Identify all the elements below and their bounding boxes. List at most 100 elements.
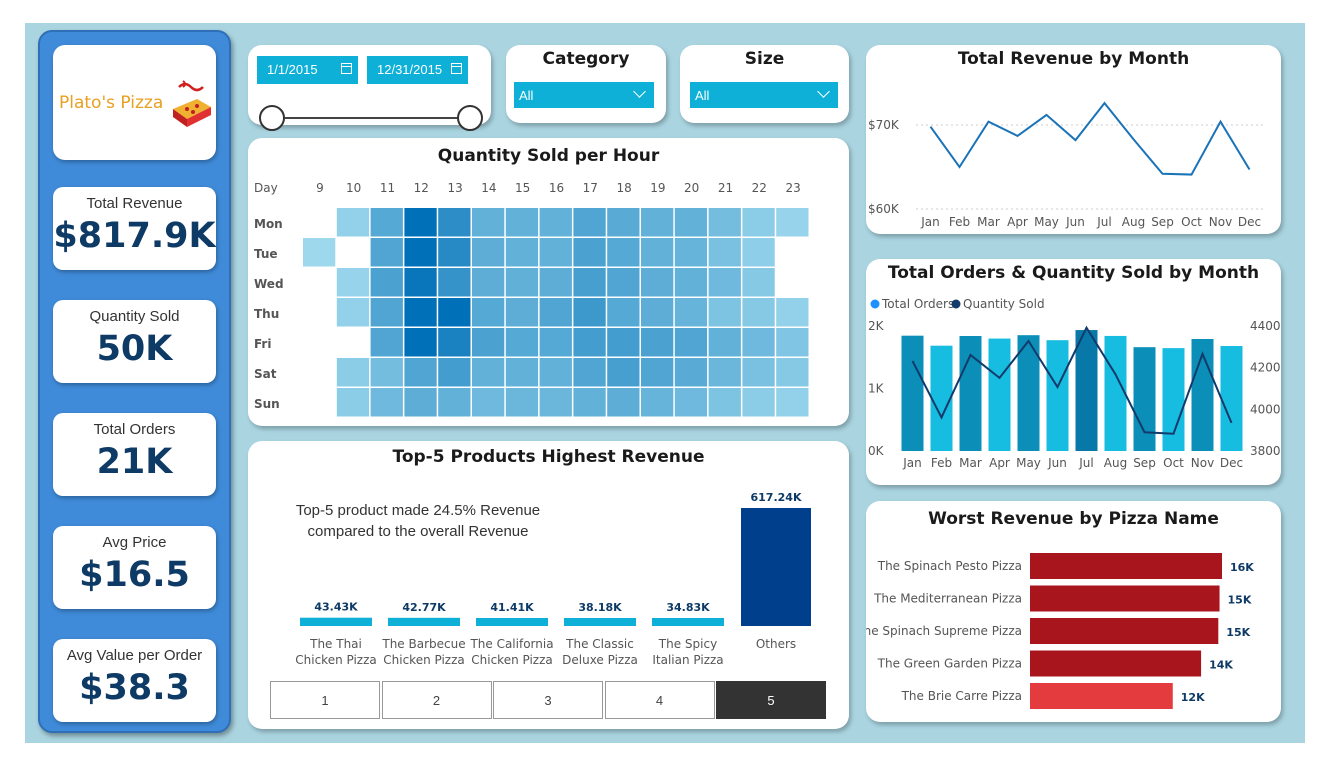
orders-bar <box>1017 335 1040 451</box>
heatmap-cell <box>472 298 505 327</box>
category-label: Category <box>542 49 630 69</box>
worst-value-label: 15K <box>1226 626 1250 639</box>
top5-category-label: The Classic <box>565 637 634 651</box>
chevron-down-icon[interactable] <box>817 85 830 98</box>
heatmap-cell <box>370 298 403 327</box>
heatmap-cell <box>404 358 437 387</box>
top5-value-label: 41.41K <box>490 601 534 614</box>
heatmap-day-label: Wed <box>254 277 284 291</box>
heatmap-cell <box>607 268 640 297</box>
heatmap-cell <box>641 388 674 417</box>
dashboard: Plato's Pizza Total Revenue $817.9K Quan… <box>25 23 1305 743</box>
top5-category-label: The Spicy <box>658 637 717 651</box>
x-tick-label: Sep <box>1151 215 1174 229</box>
date-end-field[interactable]: 12/31/2015 <box>367 56 468 84</box>
size-label: Size <box>744 49 785 69</box>
heatmap-hour-label: 22 <box>752 181 767 195</box>
x-tick-label: Dec <box>1220 456 1243 470</box>
top5-chart: 43.43K The Thai Chicken Pizza 42.77K The Bar… <box>295 491 811 667</box>
heatmap-cell <box>573 388 606 417</box>
heatmap-hour-label: 10 <box>346 181 361 195</box>
orders-bar <box>1133 347 1156 451</box>
heatmap-cell <box>438 328 471 357</box>
pizza-icon <box>173 80 211 127</box>
pager-button-3[interactable]: 3 <box>493 681 603 719</box>
heatmap-card: Quantity Sold per Hour Day 9 10 11 12 13 14 15 1… <box>248 138 849 426</box>
top5-category-label: Chicken Pizza <box>383 653 465 667</box>
heatmap-cell <box>708 238 741 267</box>
worst-category-label: The Spinach Pesto Pizza <box>877 559 1022 573</box>
date-start-field[interactable]: 1/1/2015 <box>257 56 358 84</box>
heatmap-cell <box>674 268 708 297</box>
orders-bar <box>901 335 924 451</box>
heatmap-cell <box>742 358 775 387</box>
annotation-line2: compared to the overall Revenue <box>307 523 529 540</box>
x-tick-label: Mar <box>959 456 982 470</box>
heatmap-cell <box>742 268 775 297</box>
heatmap-cell <box>641 238 674 267</box>
legend-label: Quantity Sold <box>963 297 1045 311</box>
top5-value-label: 42.77K <box>402 601 446 614</box>
heatmap-cell <box>708 298 741 327</box>
heatmap-cell <box>336 388 370 417</box>
heatmap-day-label: Thu <box>254 307 279 321</box>
pager-button-1[interactable]: 1 <box>270 681 380 719</box>
pager-button-2[interactable]: 2 <box>381 681 492 719</box>
top5-value-label: 43.43K <box>314 601 358 614</box>
heatmap-cell <box>607 328 640 357</box>
size-selected: All <box>695 88 710 103</box>
calendar-icon[interactable] <box>451 63 462 74</box>
heatmap-cell <box>505 238 539 267</box>
worst-category-label: The Green Garden Pizza <box>877 657 1022 671</box>
heatmap-cell <box>472 268 505 297</box>
legend-marker-quantity-sold <box>951 299 961 309</box>
heatmap-cell <box>641 268 674 297</box>
heatmap-cell <box>336 358 370 387</box>
y-left-tick-label: 1K <box>868 382 885 396</box>
heatmap-cell <box>438 208 471 237</box>
heatmap-hour-label: 19 <box>650 181 665 195</box>
heatmap-hour-label: 13 <box>447 181 462 195</box>
date-slider-start-handle[interactable] <box>259 105 285 131</box>
size-dropdown[interactable]: All <box>690 82 838 108</box>
date-end-value: 12/31/2015 <box>377 62 443 77</box>
date-start-value: 1/1/2015 <box>267 62 318 77</box>
top5-bar <box>476 618 548 626</box>
heatmap-cell <box>370 388 403 417</box>
worst-revenue-chart: The Spinach Pesto Pizza 16K The Mediterran… <box>866 553 1254 709</box>
heatmap-hour-label: 18 <box>616 181 631 195</box>
x-tick-label: Jan <box>902 456 922 470</box>
heatmap-cell <box>404 298 437 327</box>
kpi-avg-price: Avg Price $16.5 <box>53 526 216 609</box>
date-slicer: 1/1/2015 12/31/2015 <box>248 45 491 131</box>
heatmap-cell <box>573 358 606 387</box>
heatmap-cell <box>674 208 708 237</box>
heatmap-cell <box>539 388 572 417</box>
heatmap-cell <box>539 298 572 327</box>
date-slider-end-handle[interactable] <box>457 105 483 131</box>
orders-bar <box>959 336 982 451</box>
quantity-series-line <box>911 325 1233 435</box>
kpi-label: Avg Price <box>102 534 167 551</box>
kpi-quantity-sold: Quantity Sold 50K <box>53 300 216 383</box>
heatmap-cell <box>370 238 403 267</box>
heatmap-cell <box>539 328 572 357</box>
heatmap-cell <box>776 388 809 417</box>
category-dropdown[interactable]: All <box>514 82 654 108</box>
pager-button-5[interactable]: 5 <box>716 681 826 719</box>
x-tick-label: Jul <box>1096 215 1111 229</box>
heatmap-cell <box>336 298 370 327</box>
heatmap-cell <box>607 358 640 387</box>
x-tick-label: Mar <box>977 215 1000 229</box>
pager-button-4[interactable]: 4 <box>604 681 715 719</box>
revenue-month-card: Total Revenue by Month $70K $60K Jan Feb Mar… <box>866 45 1281 234</box>
top5-category-label: The Thai <box>309 637 362 651</box>
worst-bar <box>1030 618 1219 644</box>
calendar-icon[interactable] <box>341 63 352 74</box>
heatmap-hour-label: 20 <box>684 181 699 195</box>
chevron-down-icon[interactable] <box>633 85 646 98</box>
heatmap-cell <box>472 328 505 357</box>
heatmap-cell <box>776 298 809 327</box>
top5-category-label: The Barbecue <box>381 637 465 651</box>
date-slider-track[interactable] <box>274 117 470 119</box>
